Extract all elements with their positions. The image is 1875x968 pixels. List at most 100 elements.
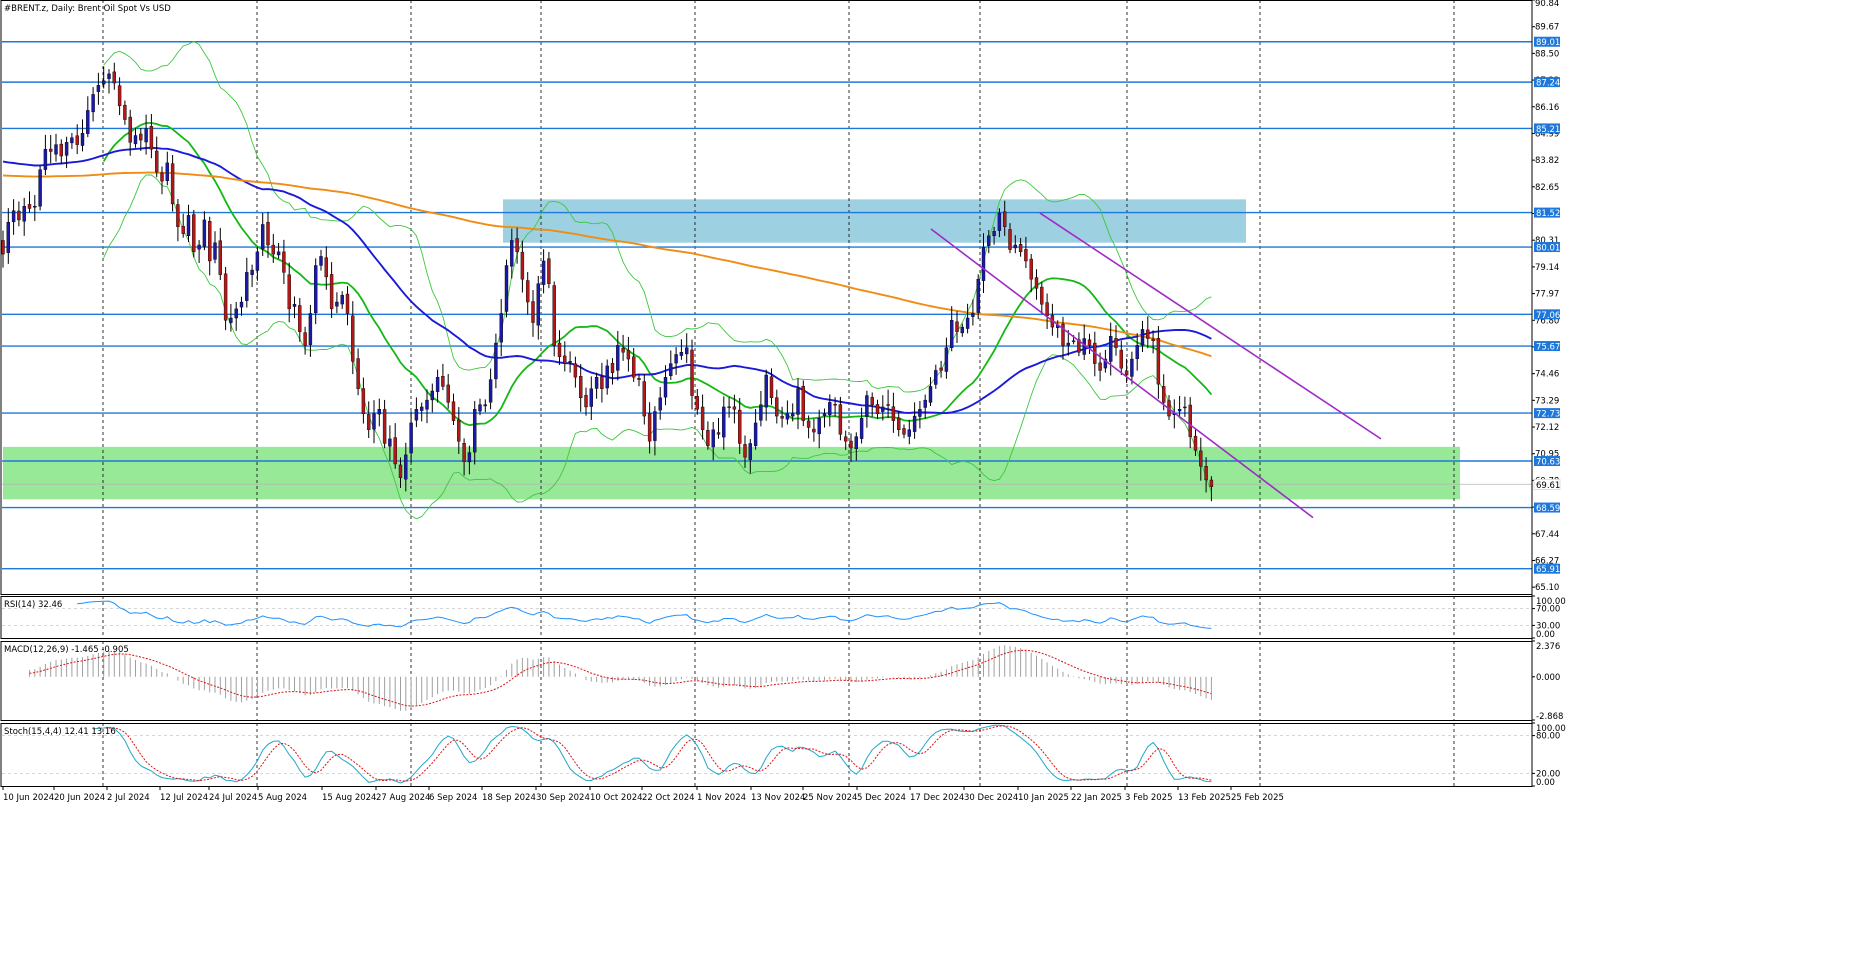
level-tag-label: 81.52 [1536, 209, 1560, 219]
candle-body [435, 377, 440, 392]
candle-body [223, 273, 228, 321]
price-tick-label: 70.95 [1535, 450, 1559, 460]
candle-body [1018, 244, 1023, 253]
candle-body [557, 342, 562, 357]
stoch-tick-label: 20.00 [1536, 769, 1560, 779]
candle-body [647, 413, 652, 442]
candle-body [1199, 450, 1203, 467]
candle-body [64, 142, 69, 156]
rsi-tick-label: 70.00 [1536, 605, 1560, 615]
candle-body [838, 404, 843, 435]
time-axis: 10 Jun 2024 20 Jun 2024 2 Jul 2024 12 Jul 2… [2, 786, 1284, 803]
candlestick-series [1, 62, 1214, 502]
candle-body [377, 409, 381, 415]
candle-body [515, 238, 519, 253]
candle-body [934, 370, 938, 385]
stoch-tick-label: 100.00 [1536, 724, 1566, 734]
candle-body [833, 403, 837, 406]
candle-body [759, 404, 763, 421]
candle-body [780, 415, 784, 419]
candle-body [700, 406, 705, 430]
time-tick-label: 10 Jun 2024 [3, 793, 54, 803]
candle-body [54, 144, 58, 155]
candle-body [1188, 404, 1192, 437]
candle-body [128, 116, 132, 143]
level-tag-label: 80.01 [1536, 244, 1560, 254]
candle-body [409, 422, 413, 454]
candle-body [335, 301, 339, 307]
candle-body [897, 417, 901, 430]
candle-body [207, 221, 212, 262]
candle-body [1029, 258, 1033, 280]
candle-body [1024, 249, 1028, 262]
candle-body [462, 443, 466, 462]
candle-body [117, 85, 122, 107]
candle-body [881, 406, 885, 412]
candle-body [775, 397, 779, 417]
candle-body [870, 397, 874, 405]
blue-resistance-zone [503, 199, 1246, 243]
candle-body [663, 377, 668, 398]
macd-tick-label: 0.000 [1536, 673, 1560, 683]
candle-body [430, 390, 434, 401]
candle-body [361, 388, 366, 414]
candle-body [732, 406, 737, 410]
candle-body [149, 126, 154, 150]
candle-body [563, 355, 567, 364]
candle-body [202, 219, 207, 247]
candle-body [753, 422, 758, 446]
candle-body [568, 361, 572, 363]
ma-green [102, 122, 1213, 427]
candle-body [324, 257, 328, 278]
candle-body [1140, 329, 1145, 346]
candle-body [960, 326, 964, 334]
candle-body [292, 304, 297, 307]
trend-channel[interactable] [930, 212, 1382, 519]
candle-body [367, 414, 371, 430]
price-tick-label: 89.67 [1535, 23, 1559, 33]
candle-body [626, 350, 631, 360]
candle-body [801, 386, 805, 421]
stoch-tick-label: 80.00 [1536, 732, 1560, 742]
candle-body [939, 367, 943, 371]
candle-body [669, 363, 673, 377]
candle-body [902, 428, 906, 435]
macd-tick-label: -2.868 [1536, 712, 1563, 722]
rsi-label: RSI(14) 32.46 [4, 600, 62, 610]
level-tag [1534, 242, 1560, 253]
candle-body [658, 397, 662, 411]
candle-body [1193, 435, 1198, 451]
candle-body [192, 214, 196, 253]
channel-upper[interactable] [1039, 212, 1382, 440]
macd-tick-label: 2.376 [1536, 642, 1560, 652]
candle-body [101, 80, 106, 85]
candle-body [213, 242, 217, 260]
candle-body [1061, 323, 1065, 346]
candle-body [86, 110, 90, 134]
candle-body [483, 404, 487, 407]
price-tick-label: 66.27 [1535, 556, 1559, 566]
time-tick-label: 10 Jan 2025 [1018, 793, 1069, 803]
candle-body [22, 206, 26, 222]
candle-body [1161, 386, 1166, 403]
candle-body [446, 384, 450, 403]
candle-body [478, 404, 482, 412]
candle-body [229, 317, 233, 323]
candle-body [1209, 479, 1214, 487]
price-tick-label: 77.97 [1535, 290, 1559, 300]
indicator-panels: RSI(14) 32.46 MACD(12,26,9) -1.465 -0.905… [2, 600, 1532, 784]
rsi-tick-label: 100.00 [1536, 597, 1566, 607]
channel-lower[interactable] [930, 228, 1314, 519]
time-tick-label: 27 Aug 2024 [376, 793, 430, 803]
candle-body [1135, 345, 1139, 360]
candle-body [621, 347, 625, 353]
candle-body [499, 313, 503, 343]
candle-body [923, 399, 927, 408]
current-price-label: 69.61 [1536, 481, 1560, 491]
candle-body [738, 409, 742, 444]
bollinger-bands [103, 40, 1212, 520]
candle-body [356, 358, 360, 389]
time-tick-label: 12 Jul 2024 [160, 793, 208, 803]
